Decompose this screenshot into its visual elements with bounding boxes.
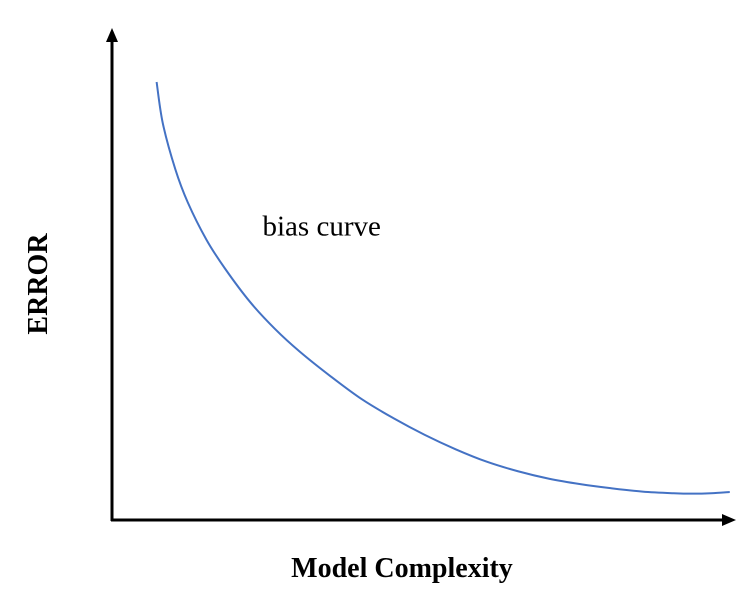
bias-curve-annotation: bias curve xyxy=(263,211,381,243)
y-axis-label: ERROR xyxy=(23,233,54,335)
bias-curve-line xyxy=(155,81,730,495)
x-axis-label: Model Complexity xyxy=(291,553,513,584)
x-axis-arrow xyxy=(722,514,736,526)
y-axis-arrow xyxy=(106,28,118,42)
